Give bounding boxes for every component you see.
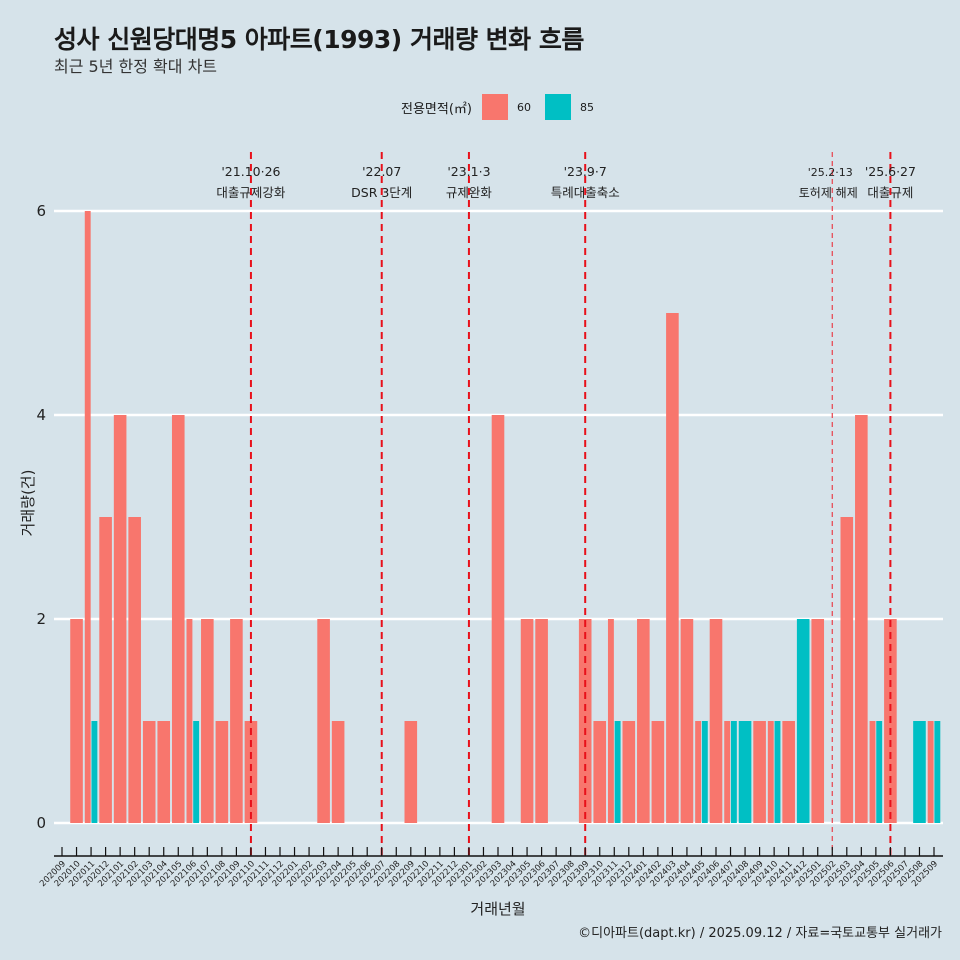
x-axis-title: 거래년월 [470,900,525,918]
chart-subtitle: 최근 5년 한정 확대 차트 [54,57,218,76]
bar-202409-60 [753,721,766,823]
x-axis: 2020092020102020112020122021012021022021… [38,847,943,889]
source-credit: ©디아파트(dapt.kr) / 2025.09.12 / 자료=국토교통부 실… [578,926,942,941]
bar-202310-60 [593,721,607,823]
bar-202405-60 [695,721,702,823]
bar-202401-60 [637,619,650,823]
y-tick-label: 2 [36,610,46,628]
bar-202305-60 [520,619,534,823]
bar-202501-60 [811,619,825,823]
legend-label-85: 85 [579,100,594,114]
bars [70,211,941,823]
annotations: '21.10·26 대출규제강화 '22.07 DSR 3단계 '23.1·3 규제완화 '… [216,152,916,855]
bar-202101-60 [113,415,127,823]
bar-202306-60 [535,619,548,823]
event-label: 규제완화 [446,185,493,200]
bar-202503-60 [840,517,854,823]
event-date: '25.6·27 [865,164,916,179]
bar-202403-60 [666,313,679,823]
bar-202411-60 [782,721,795,823]
legend-swatch-60 [481,94,508,120]
event-label: DSR 3단계 [351,185,412,200]
y-tick-label: 6 [36,202,46,220]
bar-202106-60 [186,619,193,823]
event-date: '25.2·13 [808,166,853,179]
bar-202311-85 [614,721,621,823]
bar-202410-85 [774,721,781,823]
bar-202505-60 [869,721,876,823]
bar-202107-60 [201,619,214,823]
bar-202402-60 [651,721,665,823]
bar-202504-60 [855,415,868,823]
bar-202105-60 [171,415,185,823]
event-date: '21.10·26 [221,164,280,179]
event-label: 토허제 해제 [799,186,858,200]
y-tick-label: 4 [36,406,46,424]
legend-title: 전용면적(㎡) [401,101,472,117]
chart-title: 성사 신원당대명5 아파트(1993) 거래량 변화 흐름 [54,25,584,54]
event-label: 대출규제강화 [216,185,286,200]
bar-202010-60 [70,619,83,823]
bar-202509-60 [927,721,934,823]
y-axis-title: 거래량(건) [19,470,37,537]
bar-202405-85 [701,721,708,823]
bar-202011-85 [91,721,98,823]
bar-202311-60 [607,619,614,823]
y-tick-label: 0 [36,814,46,832]
bar-202312-60 [622,721,636,823]
bar-202102-60 [128,517,141,823]
bar-202104-60 [157,721,171,823]
bar-202110-60 [244,721,258,823]
legend-label-60: 60 [516,100,531,114]
bar-202509-85 [934,721,941,823]
legend: 전용면적(㎡) 60 85 [401,93,608,121]
bar-202012-60 [99,517,112,823]
bar-202303-60 [491,415,505,823]
bar-202108-60 [215,721,229,823]
event-date: '23.1·3 [447,164,490,179]
event-label: 대출규제 [867,185,913,200]
bar-202203-60 [317,619,330,823]
event-date: '22.07 [362,164,401,179]
bar-202408-85 [738,721,752,823]
bar-202505-85 [876,721,883,823]
bar-202011-60 [84,211,91,823]
bar-202204-60 [331,721,345,823]
bar-202412-85 [796,619,810,823]
y-tick-labels: 0 2 4 6 [36,202,46,832]
bar-202407-85 [730,721,737,823]
bar-202407-60 [724,721,731,823]
legend-swatch-85 [544,94,571,120]
event-date: '23.9·7 [564,164,607,179]
bar-202106-85 [193,721,200,823]
bar-202404-60 [680,619,694,823]
bar-202406-60 [709,619,723,823]
bar-202109-60 [230,619,243,823]
bar-202508-85 [913,721,926,823]
bar-202209-60 [404,721,418,823]
bar-202410-60 [767,721,774,823]
bar-202103-60 [142,721,156,823]
event-label: 특례대출축소 [551,185,620,200]
